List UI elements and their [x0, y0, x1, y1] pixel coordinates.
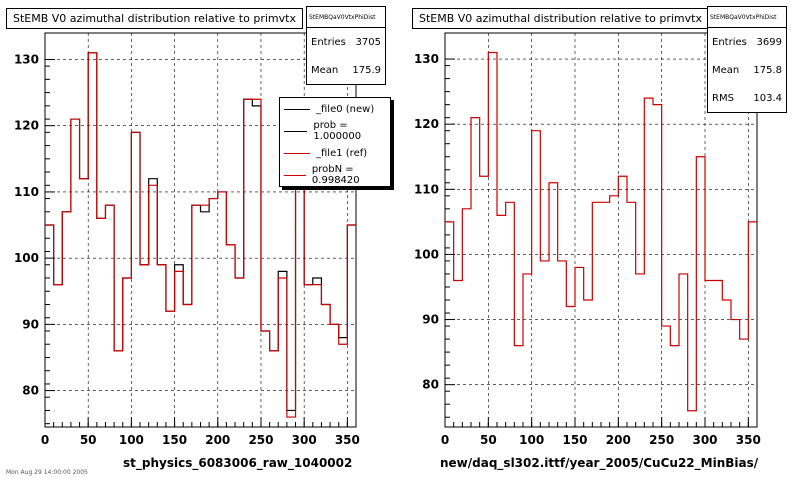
left-x-tick-label-300: 300	[292, 433, 317, 447]
legend-entry-file0: _file0 (new)	[280, 98, 390, 120]
legend-entry-probn: probN = 0.998420	[280, 164, 390, 186]
right-x-tick-label-350: 350	[736, 433, 761, 447]
footer-timestamp: Mon Aug 29 14:00:00 2005	[6, 469, 88, 476]
right-y-tick-label-110: 110	[414, 182, 439, 196]
right-rms-value: 103.4	[753, 92, 782, 104]
legend-swatch-black-2	[284, 130, 308, 132]
right-y-tick-label-90: 90	[422, 313, 439, 327]
right-stats-header: StEMBQaV0VtxPhiDist	[708, 7, 786, 28]
left-stats-box: StEMBQaV0VtxPhiDist Entries 3705 Mean 175.…	[306, 6, 386, 85]
left-x-tick-label-200: 200	[205, 433, 230, 447]
left-y-tick-label-110: 110	[14, 185, 39, 199]
right-chart-title: StEMB V0 azimuthal distribution relative…	[412, 8, 709, 29]
right-stats-box: StEMBQaV0VtxPhiDist Entries 3699 Mean 175.…	[707, 6, 787, 113]
left-y-tick-label-100: 100	[14, 251, 39, 265]
right-x-tick-label-250: 250	[649, 433, 674, 447]
legend-label-probn: probN = 0.998420	[311, 164, 360, 186]
right-entries-value: 3699	[756, 36, 782, 48]
right-x-tick-label-50: 50	[480, 433, 497, 447]
left-y-tick-label-130: 130	[14, 52, 39, 66]
left-y-tick-label-120: 120	[14, 119, 39, 133]
right-x-axis-title: new/daq_sl302.ittf/year_2005/CuCu22_MinB…	[440, 456, 759, 470]
left-plot-frame	[44, 32, 357, 428]
left-x-tick-label-0: 0	[41, 433, 49, 447]
right-entries-label: Entries	[712, 36, 747, 48]
right-x-tick-label-300: 300	[692, 433, 717, 447]
left-y-tick-label-90: 90	[22, 317, 39, 331]
left-entries-label: Entries	[311, 36, 346, 48]
left-x-tick-label-150: 150	[162, 433, 187, 447]
right-rms-label: RMS	[712, 92, 734, 104]
legend-entry-file1: _file1 (ref)	[280, 142, 390, 164]
right-x-tick-label-0: 0	[441, 433, 449, 447]
left-x-tick-label-250: 250	[248, 433, 273, 447]
left-chart-title: StEMB V0 azimuthal distribution relative…	[6, 8, 303, 29]
legend-label-file1: _file1 (ref)	[316, 147, 368, 159]
right-x-tick-label-200: 200	[606, 433, 631, 447]
left-x-tick-label-100: 100	[119, 433, 144, 447]
right-y-tick-label-100: 100	[414, 247, 439, 261]
right-mean-label: Mean	[712, 64, 740, 76]
right-series-0-line	[445, 51, 757, 412]
right-x-tick-label-100: 100	[519, 433, 544, 447]
legend-swatch-red-2	[284, 174, 306, 176]
right-y-tick-label-80: 80	[422, 378, 439, 392]
left-stats-header: StEMBQaV0VtxPhiDist	[307, 7, 385, 28]
right-y-tick-label-130: 130	[414, 52, 439, 66]
left-legend: _file0 (new) prob = 1.000000 _file1 (ref…	[279, 97, 391, 187]
left-x-axis-title: st_physics_6083006_raw_1040002	[123, 456, 353, 470]
legend-entry-prob: prob = 1.000000	[280, 120, 390, 142]
legend-label-prob: prob = 1.000000	[313, 120, 362, 142]
legend-label-file0: _file0 (new)	[316, 103, 375, 115]
right-x-tick-label-150: 150	[562, 433, 587, 447]
left-mean-label: Mean	[311, 64, 339, 76]
legend-swatch-black	[284, 108, 310, 110]
left-x-tick-label-350: 350	[335, 433, 360, 447]
right-y-tick-label-120: 120	[414, 117, 439, 131]
left-x-tick-label-50: 50	[80, 433, 97, 447]
legend-swatch-red	[284, 152, 310, 154]
right-mean-value: 175.8	[753, 64, 782, 76]
left-y-tick-label-80: 80	[22, 384, 39, 398]
left-mean-value: 175.9	[352, 64, 381, 76]
left-entries-value: 3705	[355, 36, 381, 48]
